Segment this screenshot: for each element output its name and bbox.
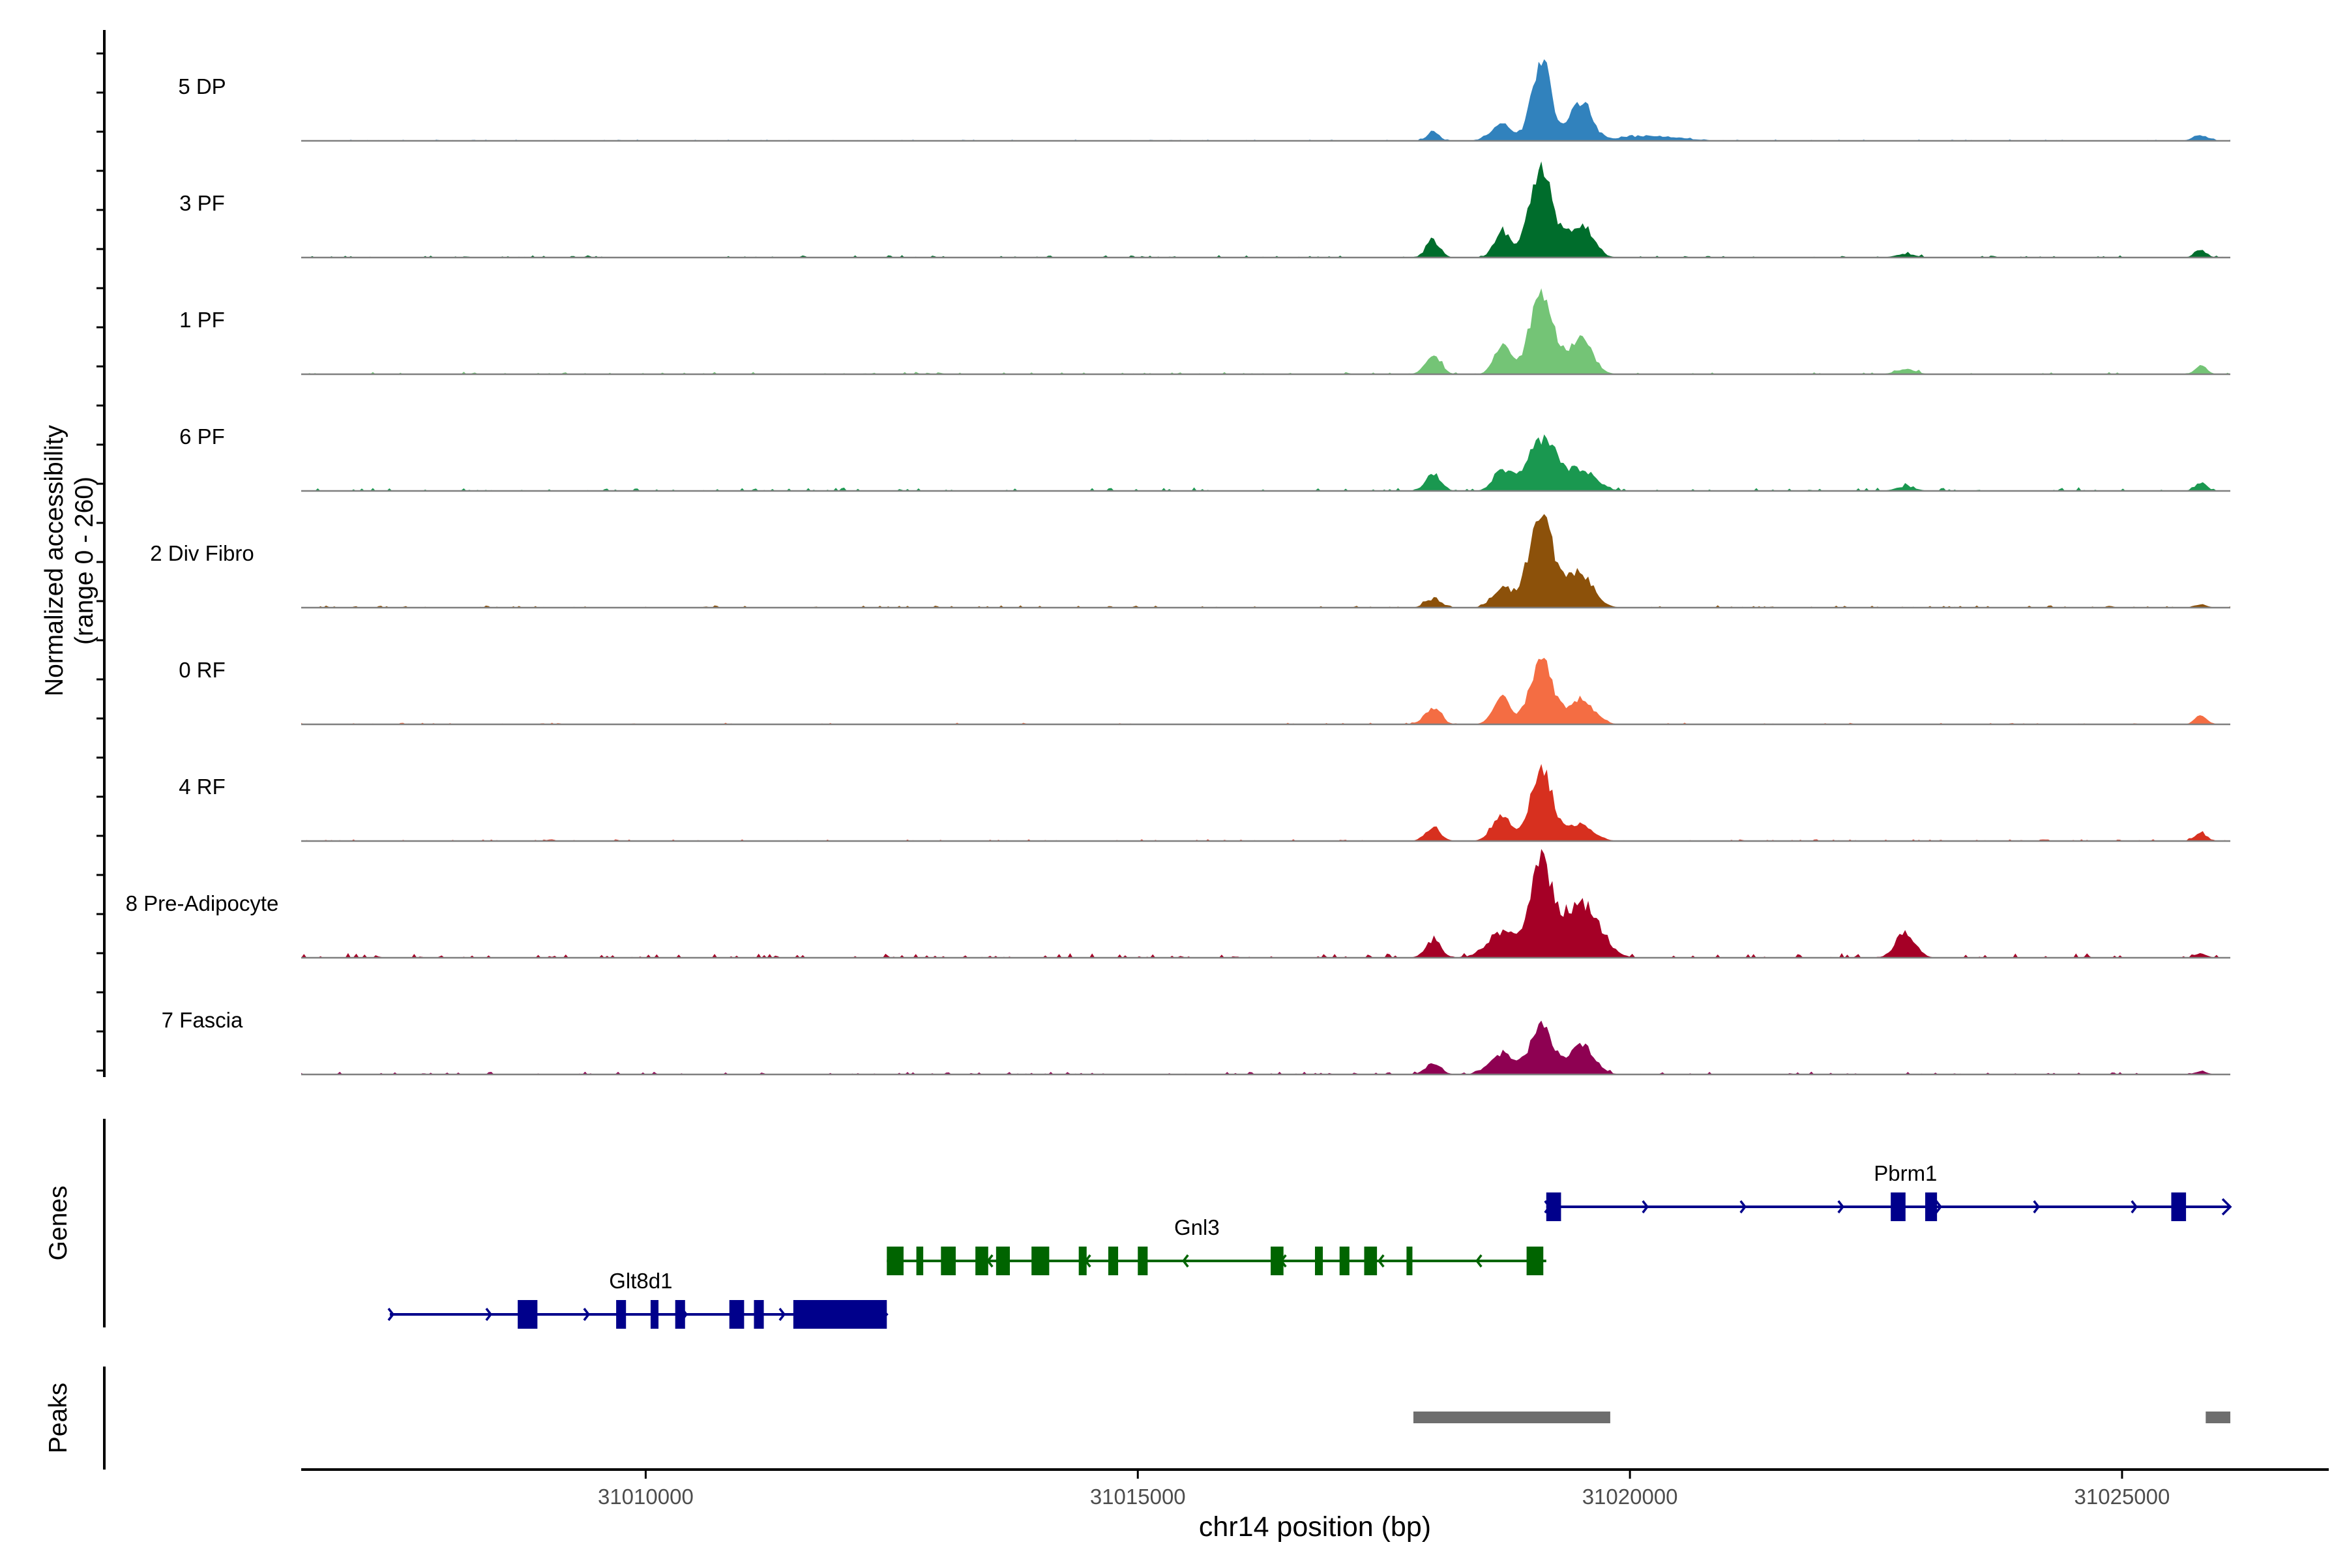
gene-exon bbox=[616, 1300, 627, 1329]
gene-exon bbox=[1031, 1247, 1050, 1275]
x-tick-label: 31015000 bbox=[1090, 1485, 1186, 1509]
gene-strand-chevron bbox=[1378, 1254, 1385, 1268]
gene-strand-chevron bbox=[1642, 1200, 1649, 1214]
gene-exon bbox=[1271, 1247, 1284, 1275]
x-axis-label: chr14 position (bp) bbox=[1199, 1511, 1431, 1543]
x-tick-label: 31020000 bbox=[1582, 1485, 1678, 1509]
gene-pbrm1: Pbrm1 bbox=[1544, 1161, 2232, 1221]
gene-exon bbox=[941, 1247, 956, 1275]
coverage-track: 8 Pre-Adipocyte bbox=[126, 849, 2231, 959]
coverage-track: 4 RF bbox=[179, 763, 2231, 842]
x-tick-label: 31010000 bbox=[598, 1485, 694, 1509]
gene-exon bbox=[675, 1300, 685, 1329]
gene-label: Pbrm1 bbox=[1874, 1161, 1937, 1185]
gene-exon bbox=[650, 1300, 659, 1329]
gene-end-arrow bbox=[2221, 1198, 2232, 1216]
coverage-area bbox=[301, 763, 2230, 841]
coverage-area bbox=[301, 658, 2230, 724]
genes-y-axis-label: Genes bbox=[44, 1186, 72, 1261]
coverage-track-label: 7 Fascia bbox=[162, 1008, 243, 1032]
gene-glt8d1: Glt8d1 bbox=[387, 1269, 889, 1329]
gene-strand-chevron bbox=[2131, 1200, 2138, 1214]
coverage-track: 6 PF bbox=[179, 424, 2231, 492]
gene-gnl3: Gnl3 bbox=[887, 1215, 1546, 1275]
coverage-y-axis-ticks bbox=[96, 52, 104, 1072]
gene-label: Gnl3 bbox=[1174, 1215, 1220, 1239]
gene-strand-chevron bbox=[2033, 1200, 2040, 1214]
gene-exon bbox=[729, 1300, 745, 1329]
gene-exon bbox=[1546, 1192, 1561, 1221]
gene-exon bbox=[1925, 1192, 1938, 1221]
gene-exon bbox=[1138, 1247, 1148, 1275]
gene-exon bbox=[793, 1300, 887, 1329]
coverage-area bbox=[301, 849, 2230, 958]
gene-label: Glt8d1 bbox=[609, 1269, 672, 1293]
coverage-track: 2 Div Fibro bbox=[150, 514, 2231, 609]
gene-exon bbox=[1891, 1192, 1906, 1221]
gene-strand-chevron bbox=[1739, 1200, 1747, 1214]
coverage-y-axis-label: Normalized accessibility(range 0 - 260) bbox=[40, 424, 98, 696]
gene-exon bbox=[2171, 1192, 2187, 1221]
peak-region bbox=[1413, 1412, 1610, 1423]
peaks-y-axis-label: Peaks bbox=[44, 1383, 72, 1453]
x-axis-ticks: 31010000 31015000 31020000 31025000 bbox=[598, 1470, 2170, 1509]
coverage-track-label: 5 DP bbox=[178, 74, 226, 98]
gene-strand-chevron bbox=[1182, 1254, 1189, 1268]
gene-exon bbox=[1315, 1247, 1323, 1275]
gene-exon bbox=[1526, 1247, 1544, 1275]
coverage-track-label: 4 RF bbox=[179, 775, 226, 799]
gene-exon bbox=[975, 1247, 988, 1275]
gene-strand-chevron bbox=[1475, 1254, 1483, 1268]
gene-strand-chevron bbox=[1935, 1200, 1942, 1214]
gene-exon bbox=[916, 1247, 924, 1275]
gene-strand-chevron bbox=[583, 1307, 591, 1322]
gene-exon bbox=[518, 1300, 538, 1329]
gene-exon bbox=[1364, 1247, 1378, 1275]
x-tick-label: 31025000 bbox=[2074, 1485, 2170, 1509]
gene-exon bbox=[1078, 1247, 1087, 1275]
coverage-area bbox=[301, 288, 2230, 374]
gene-strand-chevron bbox=[778, 1307, 786, 1322]
coverage-track-label: 0 RF bbox=[179, 658, 226, 682]
gene-exon bbox=[887, 1247, 904, 1275]
gene-exon bbox=[996, 1247, 1010, 1275]
coverage-track: 5 DP bbox=[178, 59, 2231, 142]
coverage-track-label: 2 Div Fibro bbox=[150, 541, 254, 565]
gene-annotations: Pbrm1 Gnl3 Glt8d1 bbox=[387, 1161, 2232, 1329]
coverage-track-label: 1 PF bbox=[179, 308, 225, 332]
coverage-track-label: 3 PF bbox=[179, 191, 225, 215]
peak-region bbox=[2206, 1412, 2231, 1423]
gene-exon bbox=[1406, 1247, 1413, 1275]
coverage-track-label: 8 Pre-Adipocyte bbox=[126, 891, 279, 915]
coverage-track-label: 6 PF bbox=[179, 424, 225, 449]
coverage-area bbox=[301, 59, 2230, 141]
gene-strand-chevron bbox=[1837, 1200, 1844, 1214]
coverage-area bbox=[301, 1020, 2230, 1074]
coverage-area bbox=[301, 514, 2230, 608]
coverage-area bbox=[301, 161, 2230, 258]
gene-exon bbox=[754, 1300, 764, 1329]
coverage-track: 3 PF bbox=[179, 161, 2231, 259]
peak-regions bbox=[1413, 1412, 2231, 1423]
gene-exon bbox=[1339, 1247, 1350, 1275]
gene-strand-chevron bbox=[485, 1307, 493, 1322]
coverage-track: 7 Fascia bbox=[162, 1008, 2231, 1076]
coverage-track: 0 RF bbox=[179, 658, 2231, 726]
coverage-tracks: 5 DP 3 PF 1 PF 6 PF 2 Div Fibro 0 RF 4 RF 8 Pre… bbox=[126, 59, 2231, 1076]
gene-exon bbox=[1108, 1247, 1119, 1275]
coverage-area bbox=[301, 434, 2230, 491]
gene-strand-chevron bbox=[387, 1307, 395, 1322]
coverage-track: 1 PF bbox=[179, 288, 2231, 376]
